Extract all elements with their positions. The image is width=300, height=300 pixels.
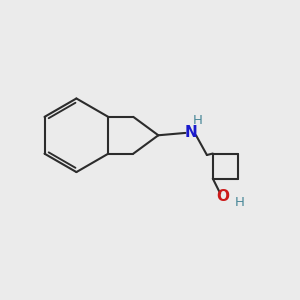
Text: H: H [193, 114, 203, 127]
Text: O: O [217, 189, 230, 204]
Text: H: H [234, 196, 244, 209]
Text: N: N [184, 125, 197, 140]
